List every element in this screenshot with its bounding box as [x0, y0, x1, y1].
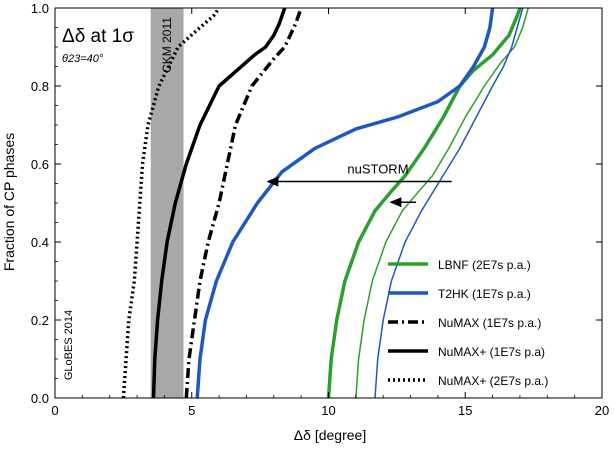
series-line-3: [195, 7, 495, 399]
y-tick-label: 0.6: [31, 157, 49, 172]
y-tick-label: 0.4: [31, 235, 49, 250]
y-tick-label: 0.0: [31, 391, 49, 406]
annotation-label: nuSTORM: [347, 162, 408, 177]
series-line-4: [374, 7, 524, 399]
legend-entry-label: T2HK (1E7s p.a.): [438, 287, 531, 301]
legend-entry-label: NuMAX+ (2E7s p.a.): [438, 374, 548, 388]
y-tick-label: 1.0: [31, 1, 49, 16]
y-axis-label: Fraction of CP phases: [1, 133, 17, 271]
legend-entry-label: NuMAX (1E7s p.a.): [438, 316, 541, 330]
chart-subtitle: θ23=40°: [62, 53, 104, 65]
watermark-text: GLoBES 2014: [63, 310, 75, 380]
y-tick-label: 0.8: [31, 79, 49, 94]
series-line-6: [151, 7, 287, 399]
legend-entry-label: NuMAX+ (1E7s p.a): [438, 345, 545, 359]
axes-layer: 0 5 10 15 20 0.0 0.2 0.4 0.6 0.8 1.0: [31, 1, 609, 418]
legend: LBNF (2E7s p.a.) T2HK (1E7s p.a.) NuMAX (1…: [388, 258, 548, 388]
x-tick-label: 0: [51, 403, 58, 418]
plot-frame: [54, 7, 603, 399]
annotation-layer: [266, 176, 452, 208]
x-tick-label: 10: [321, 403, 335, 418]
band-label: CKM 2011: [160, 17, 174, 73]
x-tick-label: 5: [188, 403, 195, 418]
series-layer: [121, 6, 529, 399]
x-tick-label: 15: [458, 403, 472, 418]
legend-entry-label: LBNF (2E7s p.a.): [438, 258, 531, 272]
chart-title: Δδ at 1σ: [62, 26, 134, 47]
y-tick-label: 0.2: [31, 313, 49, 328]
series-line-1: [326, 7, 522, 399]
x-tick-label: 20: [595, 403, 609, 418]
x-axis-label: Δδ [degree]: [294, 427, 366, 443]
